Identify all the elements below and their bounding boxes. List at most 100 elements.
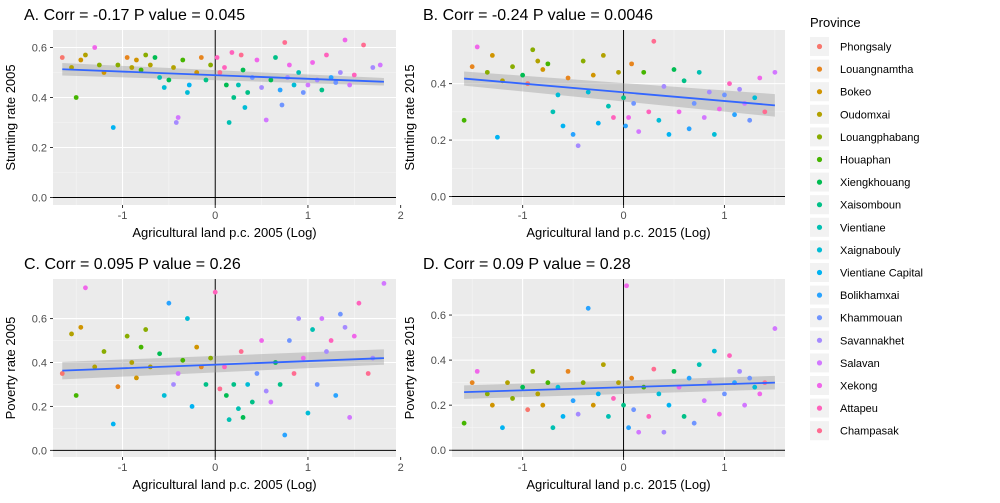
data-point (189, 404, 195, 409)
data-point (217, 386, 223, 392)
data-point (171, 382, 176, 387)
data-point (110, 125, 116, 130)
legend-label: Bokeo (840, 87, 871, 99)
data-point (636, 129, 642, 135)
legend-item: Houaphan (810, 150, 891, 169)
data-point (300, 355, 306, 361)
data-point (231, 382, 237, 387)
data-point (560, 414, 566, 419)
data-point (222, 65, 227, 70)
data-point (691, 420, 697, 426)
legend-label: Phongsaly (840, 42, 892, 54)
data-point (161, 85, 167, 90)
data-point (282, 40, 288, 45)
data-point (342, 324, 348, 330)
data-point (727, 353, 732, 359)
data-point (381, 280, 387, 286)
data-point (600, 362, 606, 368)
data-point (461, 420, 467, 426)
legend-swatch (816, 292, 823, 298)
data-point (129, 360, 135, 365)
x-tick-label: 2 (398, 462, 404, 474)
legend-swatch (816, 382, 823, 389)
data-point (595, 391, 601, 397)
data-point (173, 120, 179, 125)
legend-swatch (816, 156, 823, 163)
x-tick-label: 0 (212, 462, 218, 474)
data-point (223, 82, 229, 88)
data-point (324, 349, 329, 354)
legend-label: Attapeu (840, 403, 878, 415)
data-point (575, 411, 581, 417)
legend: Province Phongsaly Louangnamtha Bokeo Oudomx… (810, 15, 923, 441)
data-point (238, 349, 244, 354)
data-point (115, 62, 121, 68)
data-point (550, 425, 556, 431)
legend-swatch (816, 224, 823, 230)
data-point (223, 393, 229, 398)
data-point (229, 50, 235, 55)
y-axis-label: Poverty rate 2015 (402, 317, 417, 420)
data-point (328, 75, 334, 80)
legend-item: Xaignabouly (810, 240, 901, 260)
data-point (291, 82, 297, 88)
data-point (621, 402, 626, 408)
data-point (575, 143, 581, 149)
data-point (722, 92, 727, 98)
data-point (268, 399, 274, 405)
data-point (565, 75, 571, 81)
data-point (254, 57, 260, 63)
data-point (585, 89, 591, 95)
legend-swatch (816, 315, 823, 321)
data-point (286, 62, 292, 68)
panel-b: -1 0 1 0.0 0.2 0.4 B. Corr = -0.24 P value = 0… (402, 7, 785, 240)
data-point (73, 95, 79, 100)
data-point (203, 382, 209, 387)
data-point (92, 364, 98, 370)
data-point (489, 53, 495, 58)
y-tick-label: 0.0 (32, 193, 47, 205)
panel-title: A. Corr = -0.17 P value = 0.045 (24, 7, 245, 24)
y-tick-label: 0.6 (431, 310, 446, 322)
x-tick-label: 0 (620, 462, 626, 474)
legend-label: Salavan (840, 358, 880, 370)
data-point (226, 120, 232, 125)
data-point (157, 351, 163, 357)
data-point (676, 109, 682, 115)
legend-swatch (816, 269, 823, 276)
data-point (631, 100, 637, 106)
data-point (180, 357, 186, 363)
data-point (616, 69, 621, 75)
legend-item: Attapeu (810, 398, 878, 418)
data-point (752, 384, 758, 390)
data-point (110, 421, 116, 427)
x-tick-label: 0 (212, 210, 218, 222)
legend-swatch (816, 337, 823, 343)
data-point (259, 338, 264, 343)
data-point (621, 95, 626, 101)
data-point (166, 300, 172, 306)
data-point (208, 62, 213, 68)
data-point (595, 120, 601, 126)
data-point (138, 67, 144, 73)
data-point (59, 371, 65, 376)
x-tick-label: -1 (518, 462, 528, 474)
data-point (696, 362, 702, 368)
data-point (377, 62, 383, 68)
legend-label: Xiengkhouang (840, 177, 910, 189)
data-point (474, 368, 480, 374)
data-point (701, 115, 707, 120)
data-point (236, 406, 241, 412)
data-point (570, 132, 576, 137)
data-point (520, 384, 526, 390)
data-point (484, 391, 490, 397)
legend-swatch (816, 360, 823, 366)
data-point (96, 62, 102, 68)
data-point (624, 283, 629, 289)
data-point (606, 414, 611, 419)
x-tick-label: 1 (305, 462, 311, 474)
data-point (236, 82, 241, 88)
data-point (489, 402, 495, 408)
data-point (686, 126, 692, 132)
panel-a: -1 0 1 2 0.0 0.2 0.4 0.6 A. Corr = -0.17 P value… (3, 7, 404, 240)
